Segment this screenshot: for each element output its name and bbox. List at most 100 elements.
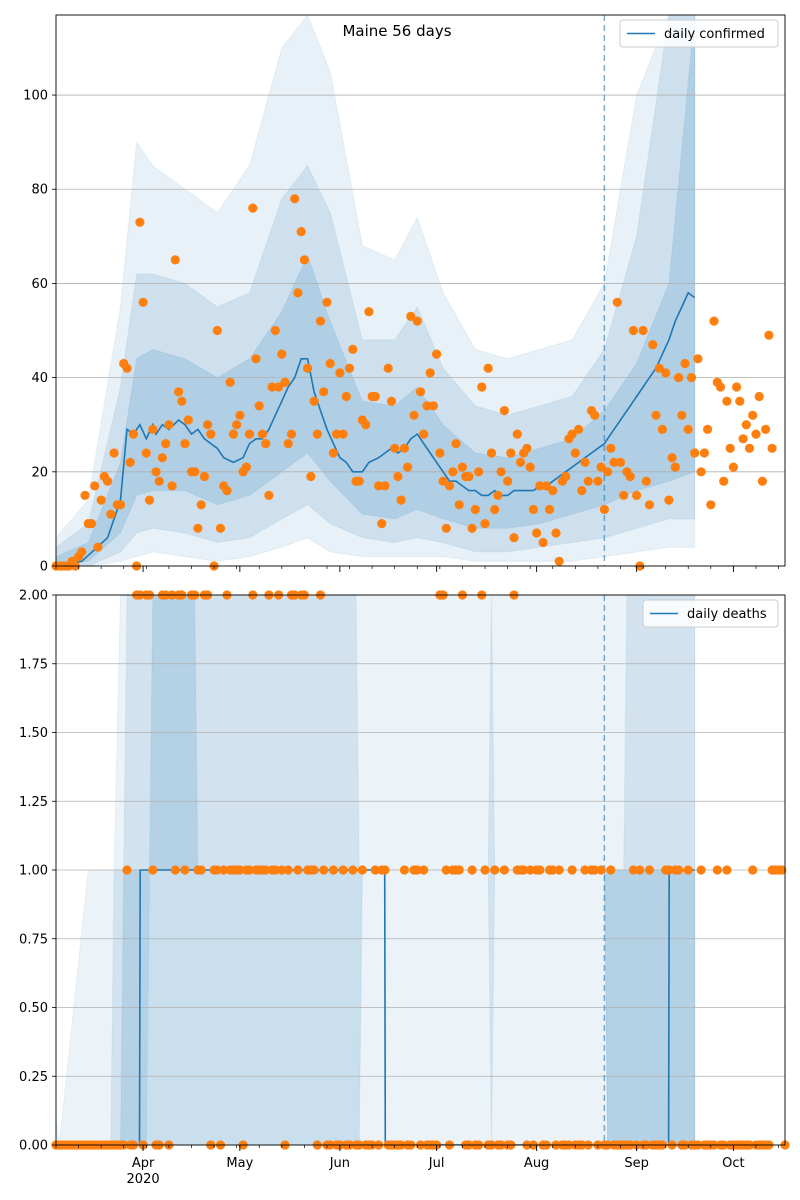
confirmed-observed-point: [199, 471, 209, 482]
confirmed-observed-point: [719, 476, 729, 486]
confirmed-observed-point: [490, 504, 500, 515]
confirmed-observed-point: [577, 486, 587, 496]
confirmed-observed-point: [706, 500, 716, 510]
confirmed-observed-point: [196, 500, 206, 510]
deaths-observed-point: [490, 865, 500, 875]
confirmed-observed-point: [203, 420, 213, 430]
confirmed-observed-point: [493, 490, 503, 500]
confirmed-observed-point: [464, 471, 474, 482]
confirmed-observed-point: [725, 443, 735, 453]
deaths-observed-point: [567, 865, 577, 875]
deaths-observed-point: [419, 865, 429, 875]
confirmed-observed-point: [619, 490, 629, 500]
confirmed-band-middle: [56, 15, 696, 566]
confirmed-observed-point: [474, 467, 484, 477]
confirmed-observed-point: [222, 486, 232, 496]
deaths-observed-point: [338, 865, 348, 875]
confirmed-observed-point: [509, 533, 519, 543]
deaths-observed-point: [777, 865, 787, 875]
confirmed-observed-point: [390, 443, 400, 453]
confirmed-observed-point: [167, 481, 177, 491]
confirmed-observed-point: [109, 448, 119, 458]
deaths-observed-point: [499, 865, 509, 875]
confirmed-observed-point: [86, 519, 97, 529]
confirmed-observed-point: [738, 434, 748, 444]
confirmed-observed-point: [538, 537, 548, 548]
confirmed-observed-point: [274, 382, 284, 392]
confirmed-observed-point: [499, 406, 509, 416]
confirmed-observed-point: [228, 429, 238, 439]
confirmed-observed-point: [525, 462, 535, 472]
deaths-observed-point: [319, 865, 329, 875]
deaths-observed-point: [628, 865, 639, 875]
confirmed-observed-point: [609, 457, 619, 467]
deaths-y-tick-label: 1.75: [19, 657, 48, 672]
x-year-label: 2020: [127, 1172, 160, 1187]
deaths-y-tick-label: 0.25: [19, 1070, 48, 1085]
confirmed-observed-point: [90, 481, 100, 491]
x-tick-label: Apr: [132, 1156, 155, 1171]
confirmed-observed-point: [625, 471, 635, 482]
deaths-observed-point: [357, 865, 367, 875]
confirmed-observed-point: [693, 354, 703, 364]
confirmed-observed-point: [257, 429, 267, 439]
confirmed-observed-point: [751, 429, 761, 439]
confirmed-observed-point: [93, 542, 103, 552]
confirmed-observed-point: [741, 420, 751, 430]
confirmed-observed-point: [232, 420, 242, 430]
confirmed-observed-point: [532, 528, 542, 538]
confirmed-observed-point: [412, 316, 422, 326]
chart-title: Maine 56 days: [342, 22, 451, 40]
confirmed-panel: 0 20 40 60 80 100 Maine 56 days daily confirm…: [23, 14, 786, 575]
deaths-mean-series: [56, 869, 695, 1145]
confirmed-legend-box: [619, 19, 779, 48]
confirmed-observed-point: [280, 377, 290, 387]
confirmed-observed-point: [667, 453, 677, 463]
confirmed-observed-point: [419, 429, 429, 439]
deaths-observed-point: [219, 865, 229, 875]
confirmed-observed-point: [722, 396, 732, 406]
confirmed-y-tick-label: 80: [31, 183, 48, 198]
confirmed-observed-point: [570, 448, 580, 458]
deaths-legend-box: [642, 599, 779, 628]
deaths-observed-point: [722, 865, 732, 875]
confirmed-observed-point: [190, 467, 200, 477]
confirmed-observed-point: [106, 509, 116, 519]
confirmed-observed-point: [386, 396, 397, 406]
confirmed-observed-point: [596, 462, 606, 472]
confirmed-observed-point: [486, 448, 497, 458]
confirmed-observed-point: [338, 429, 348, 439]
confirmed-observed-point: [457, 462, 467, 472]
confirmed-observed-point: [544, 504, 555, 515]
confirmed-observed-point: [696, 467, 706, 477]
deaths-observed-point: [454, 865, 464, 875]
confirmed-observed-point: [674, 373, 684, 383]
confirmed-observed-point: [615, 457, 626, 467]
confirmed-observed-point: [144, 495, 155, 505]
x-tick-label: Aug: [524, 1156, 549, 1171]
deaths-observed-point: [348, 865, 358, 875]
confirmed-observed-point: [690, 448, 700, 458]
confirmed-observed-point: [409, 410, 419, 420]
confirmed-observed-point: [254, 401, 264, 411]
confirmed-observed-point: [125, 457, 135, 467]
confirmed-observed-point: [241, 462, 251, 472]
deaths-observed-point: [277, 865, 287, 875]
confirmed-observed-point: [406, 311, 416, 321]
deaths-observed-point: [696, 865, 706, 875]
deaths-observed-points: [51, 590, 790, 1150]
confirmed-observed-point: [335, 368, 345, 378]
confirmed-observed-point: [561, 471, 571, 482]
deaths-plot-frame: [55, 594, 786, 1146]
x-tick-label: Jun: [329, 1156, 350, 1171]
confirmed-observed-point: [432, 349, 442, 359]
confirmed-observed-point: [657, 424, 668, 434]
deaths-observed-point: [270, 865, 280, 875]
deaths-observed-point: [399, 865, 409, 875]
confirmed-observed-point: [709, 316, 719, 326]
confirmed-observed-point: [325, 358, 335, 369]
confirmed-y-tick-label: 0: [40, 560, 48, 575]
confirmed-observed-point: [296, 227, 306, 237]
confirmed-observed-point: [664, 495, 674, 505]
